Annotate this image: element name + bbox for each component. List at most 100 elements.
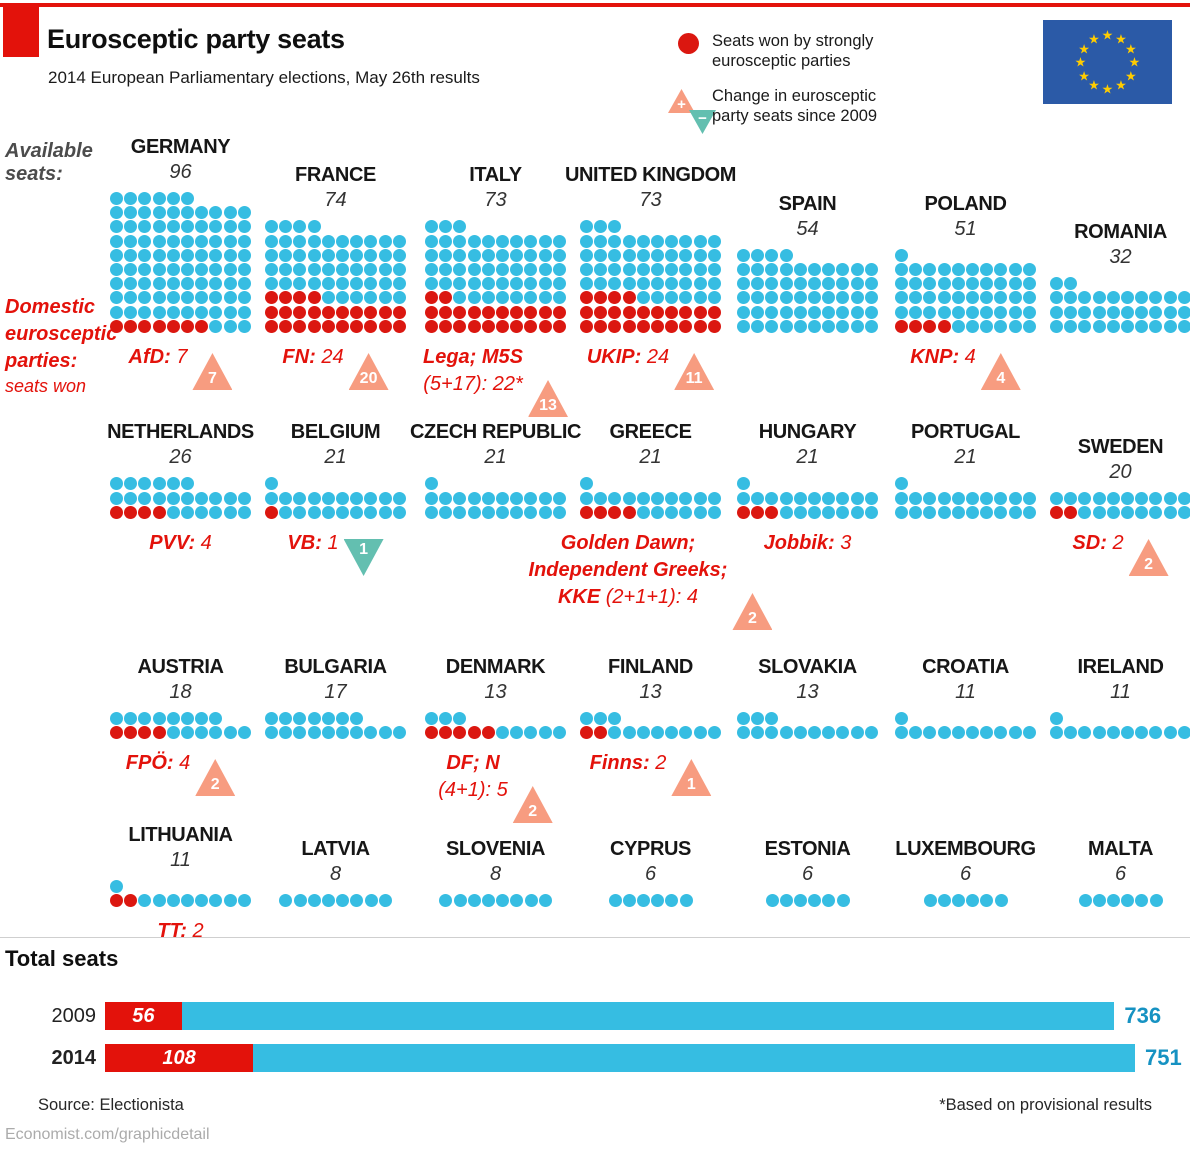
available-seats-count: 6 — [801, 862, 814, 885]
party-seats-label: TT: 2 — [157, 918, 203, 945]
party-name: VB: — [287, 531, 322, 554]
seat-dot — [850, 725, 864, 739]
seat-dot — [181, 291, 194, 305]
seat-dot — [510, 505, 524, 519]
seat-dot — [636, 491, 650, 505]
seat-dot — [524, 319, 538, 333]
available-seats-count: 17 — [324, 680, 347, 703]
seat-dot — [321, 319, 335, 333]
seat-dot — [181, 491, 194, 505]
seat-dot — [467, 893, 481, 907]
party-seat-value: 2 — [1106, 531, 1124, 554]
seat-dot — [209, 893, 223, 907]
seat-dot — [110, 305, 123, 319]
party-seat-value: (4+1): 5 — [438, 778, 508, 801]
change-triangle-up: 2 — [195, 758, 236, 796]
seat-dot — [793, 505, 807, 519]
seat-dot — [1092, 725, 1106, 739]
party-seats-label: UKIP: 24 11 — [586, 344, 715, 390]
change-triangle-up: 2 — [1128, 538, 1169, 576]
seat-dot — [152, 206, 166, 220]
country-block-croatia: CROATIA 11 — [895, 656, 1036, 860]
seat-dot — [392, 505, 406, 519]
seat-dot — [636, 319, 650, 333]
party-name: Golden Dawn; — [560, 531, 696, 554]
seat-dot — [321, 291, 335, 305]
seat-dot — [1121, 291, 1134, 305]
seat-dot — [737, 248, 750, 262]
seat-dot — [237, 505, 251, 519]
seat-dot — [850, 305, 864, 319]
seat-dot — [237, 277, 251, 291]
seat-dot — [622, 291, 636, 305]
seat-dot — [166, 248, 180, 262]
available-seats-count: 26 — [169, 446, 192, 469]
seat-dot — [265, 477, 278, 491]
seat-dot — [793, 725, 807, 739]
seat-dot — [665, 291, 679, 305]
seat-dot — [665, 505, 679, 519]
seat-dot — [350, 262, 364, 276]
seat-dot — [693, 248, 707, 262]
eu-star-icon: ★ — [1088, 77, 1100, 93]
seat-dot — [425, 491, 438, 505]
country-name: SPAIN — [778, 192, 837, 215]
seat-dot — [195, 491, 209, 505]
seat-dot — [1064, 505, 1078, 519]
seat-dot — [481, 277, 495, 291]
seat-dot — [279, 248, 293, 262]
seat-dot — [364, 319, 378, 333]
seat-dot — [608, 505, 622, 519]
seat-dot — [378, 893, 392, 907]
seat-dot — [237, 319, 251, 333]
seat-grid — [895, 248, 1036, 334]
eu-star-icon: ★ — [1078, 68, 1090, 83]
seat-dot — [1163, 725, 1177, 739]
seat-dot — [909, 262, 923, 276]
seat-dot — [138, 711, 152, 725]
seat-dot — [822, 491, 836, 505]
seat-dot — [636, 893, 650, 907]
seat-dot — [1106, 725, 1120, 739]
party-name: UKIP: — [586, 345, 642, 368]
seat-dot — [608, 234, 622, 248]
seat-dot — [110, 206, 123, 220]
seat-dot — [481, 725, 495, 739]
seat-dot — [779, 319, 793, 333]
domestic-eurosceptic-label: Domestic eurosceptic parties: — [5, 296, 118, 372]
seat-dot — [636, 277, 650, 291]
party-label-line: Jobbik: 3 — [764, 530, 852, 557]
seat-dot — [378, 505, 392, 519]
seat-dot — [237, 234, 251, 248]
seat-dot — [439, 262, 453, 276]
seat-dot — [336, 234, 349, 248]
legend-seats-line2: eurosceptic parties — [712, 52, 851, 70]
seat-dot — [166, 192, 180, 205]
country-name: GREECE — [609, 421, 692, 444]
country-name: GERMANY — [130, 136, 231, 158]
seat-grid — [580, 220, 721, 334]
available-seats-count: 13 — [639, 680, 662, 703]
seat-dot — [850, 277, 864, 291]
party-label-line: KNP: 4 — [910, 344, 976, 371]
seat-dot — [209, 220, 223, 234]
seat-dot — [223, 220, 237, 234]
seat-dot — [980, 725, 994, 739]
seat-dot — [895, 291, 908, 305]
seat-dot — [321, 234, 335, 248]
seat-dot — [425, 305, 438, 319]
seat-dot — [1008, 491, 1022, 505]
seat-grid — [425, 220, 566, 334]
seat-dot — [1050, 319, 1063, 333]
seat-dot — [425, 220, 438, 234]
seat-dot — [181, 893, 194, 907]
seat-dot — [392, 725, 406, 739]
seat-dot — [166, 893, 180, 907]
seat-dot — [538, 262, 552, 276]
seat-dot — [937, 725, 951, 739]
seat-dot — [552, 725, 566, 739]
country-block-slovenia: SLOVENIA 8 — [425, 838, 566, 1028]
seat-dot — [364, 725, 378, 739]
seat-dot — [594, 711, 608, 725]
seat-dot — [181, 206, 194, 220]
